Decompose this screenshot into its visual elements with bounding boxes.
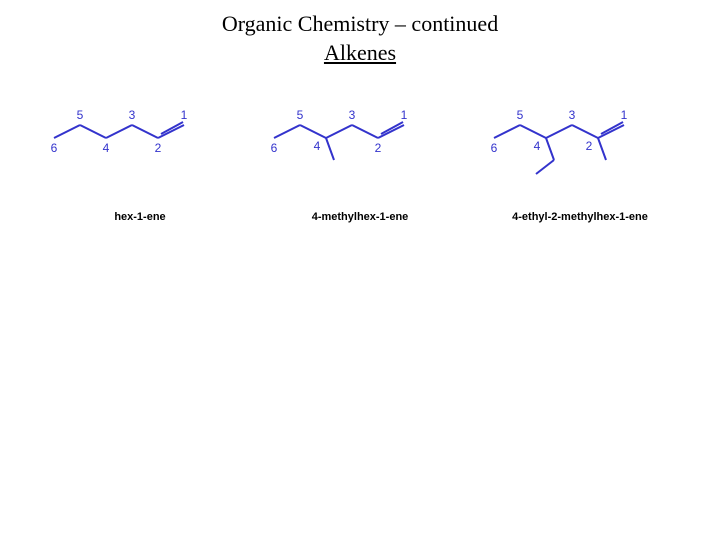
svg-text:4: 4	[314, 139, 321, 153]
svg-text:5: 5	[77, 108, 84, 122]
svg-text:2: 2	[155, 141, 162, 155]
svg-text:1: 1	[401, 108, 408, 122]
svg-text:4: 4	[103, 141, 110, 155]
page-title: Organic Chemistry – continued Alkenes	[0, 10, 720, 67]
svg-text:2: 2	[586, 139, 593, 153]
molecule-hex-1-ene: 6 5 4 3 2 1 hex-1-ene	[40, 97, 240, 223]
svg-text:6: 6	[271, 141, 278, 155]
svg-text:1: 1	[621, 108, 628, 122]
svg-text:6: 6	[491, 141, 498, 155]
label-4-methylhex-1-ene: 4-methylhex-1-ene	[312, 211, 409, 223]
molecule-row: 6 5 4 3 2 1 hex-1-ene 6 5 4 3 2 1 4-methylhex-1-en…	[0, 97, 720, 223]
svg-text:3: 3	[569, 108, 576, 122]
svg-text:5: 5	[517, 108, 524, 122]
svg-text:2: 2	[375, 141, 382, 155]
svg-text:5: 5	[297, 108, 304, 122]
svg-text:1: 1	[181, 108, 188, 122]
molecule-4-methylhex-1-ene: 6 5 4 3 2 1 4-methylhex-1-ene	[260, 97, 460, 223]
label-4-ethyl-2-methylhex-1-ene: 4-ethyl-2-methylhex-1-ene	[512, 211, 648, 223]
structure-4-ethyl-2-methylhex-1-ene: 6 5 4 3 2 1	[480, 97, 680, 197]
structure-4-methylhex-1-ene: 6 5 4 3 2 1	[260, 97, 460, 197]
title-subtitle: Alkenes	[0, 39, 720, 68]
svg-text:6: 6	[51, 141, 58, 155]
svg-text:3: 3	[349, 108, 356, 122]
structure-hex-1-ene: 6 5 4 3 2 1	[40, 97, 240, 197]
molecule-4-ethyl-2-methylhex-1-ene: 6 5 4 3 2 1 4-ethyl-2-methylhex-1-ene	[480, 97, 680, 223]
svg-text:3: 3	[129, 108, 136, 122]
title-line-1: Organic Chemistry – continued	[0, 10, 720, 39]
label-hex-1-ene: hex-1-ene	[114, 211, 165, 223]
svg-text:4: 4	[534, 139, 541, 153]
